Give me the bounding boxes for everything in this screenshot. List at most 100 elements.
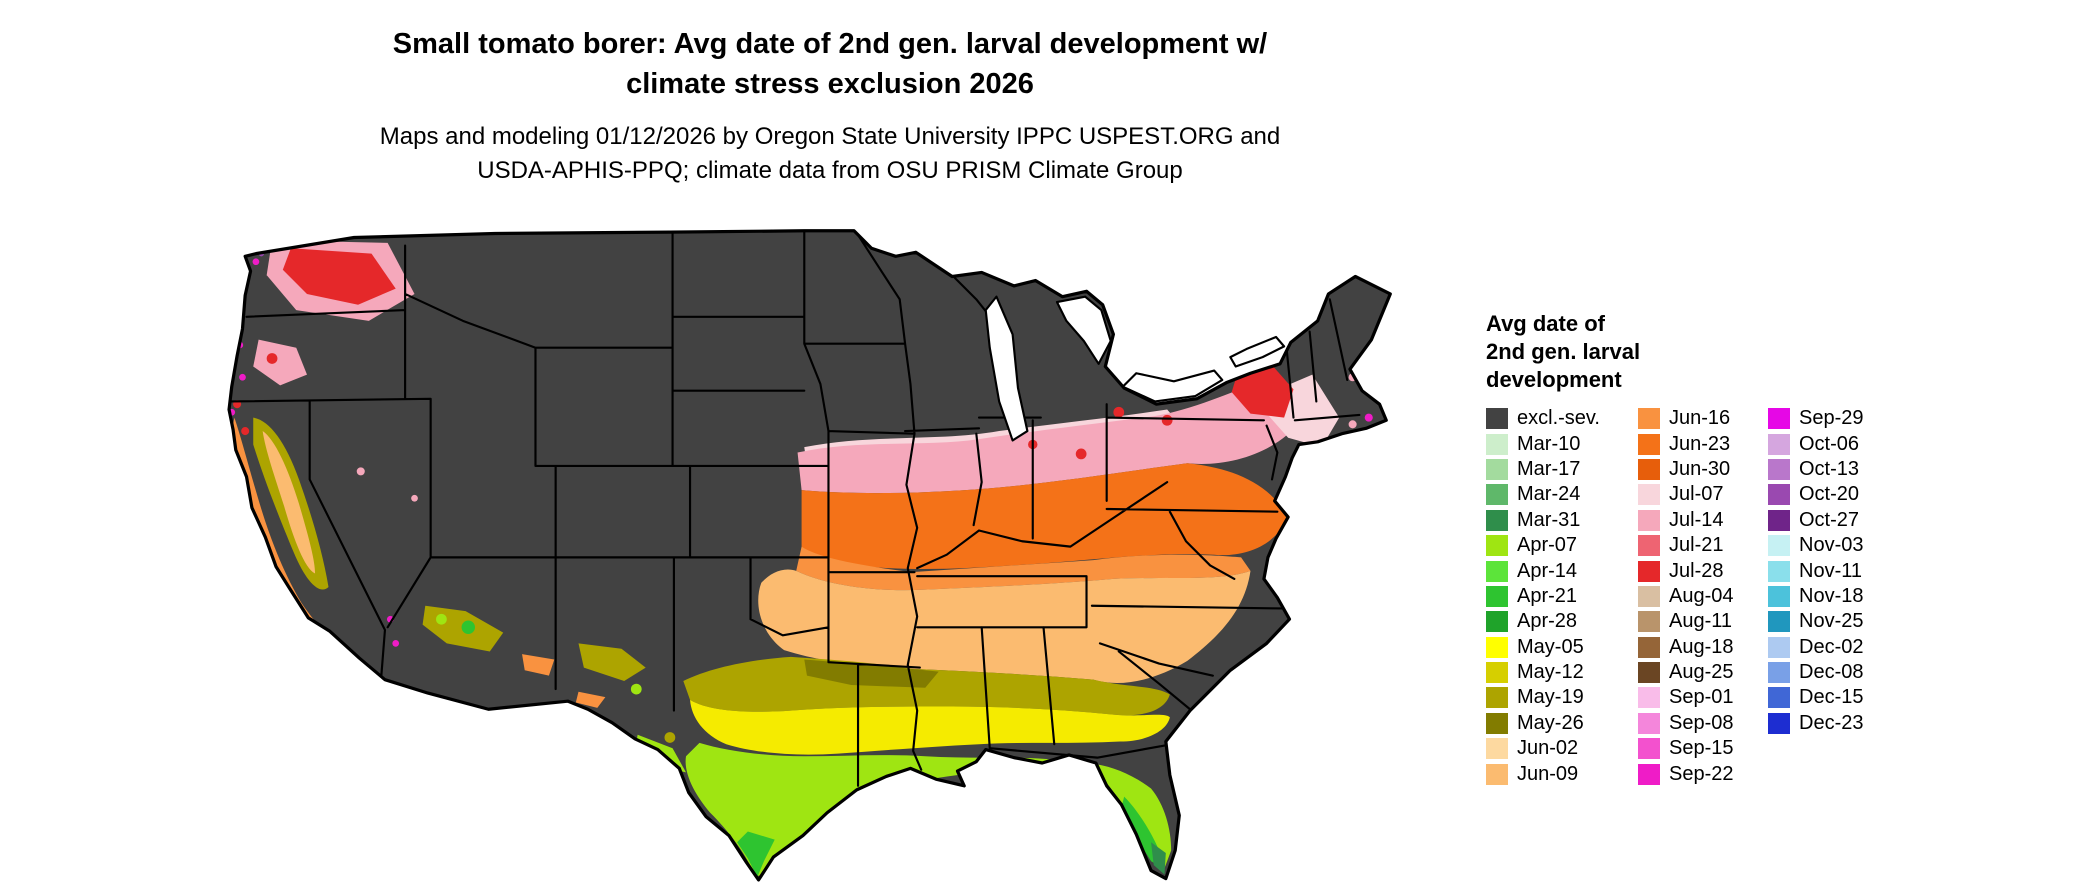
- legend-label: May-05: [1517, 635, 1584, 658]
- page-title: Small tomato borer: Avg date of 2nd gen.…: [190, 24, 1470, 104]
- legend-swatch: [1486, 611, 1508, 633]
- legend-label: Jun-02: [1517, 737, 1579, 760]
- legend-label: Apr-28: [1517, 610, 1578, 633]
- legend-entry: Dec-23: [1768, 711, 1918, 736]
- legend-swatch: [1768, 636, 1790, 658]
- legend-label: excl.-sev.: [1517, 407, 1600, 430]
- great-lakes: [984, 295, 1286, 442]
- legend-label: Nov-25: [1799, 610, 1864, 633]
- legend-label: Nov-03: [1799, 534, 1864, 557]
- subtitle-line-1: Maps and modeling 01/12/2026 by Oregon S…: [379, 123, 1281, 150]
- legend-label: Apr-21: [1517, 584, 1578, 607]
- legend-title-line-1: Avg date of: [1486, 311, 1605, 336]
- legend-swatch: [1768, 458, 1790, 480]
- legend-entry: Dec-08: [1768, 660, 1918, 685]
- legend-swatch: [1638, 662, 1660, 684]
- legend-entry: Sep-01: [1638, 685, 1768, 710]
- map-legend: Avg date of 2nd gen. larval development …: [1486, 310, 2076, 787]
- legend-swatch: [1486, 662, 1508, 684]
- title-line-1: Small tomato borer: Avg date of 2nd gen.…: [392, 28, 1268, 60]
- legend-label: Aug-18: [1669, 635, 1734, 658]
- map-color-band: [1151, 842, 1166, 875]
- legend-entry: Dec-02: [1768, 635, 1918, 660]
- legend-label: Mar-17: [1517, 457, 1581, 480]
- lake-ontario: [1229, 335, 1286, 368]
- legend-column-2: Jun-16 Jun-23 Jun-30 Jul-07 Jul-14 Jul-21 Jul-…: [1638, 406, 1768, 787]
- legend-entry: Jun-30: [1638, 457, 1768, 482]
- legend-swatch: [1486, 433, 1508, 455]
- legend-entry: Aug-04: [1638, 584, 1768, 609]
- legend-entry: Nov-18: [1768, 584, 1918, 609]
- legend-entry: Jul-28: [1638, 558, 1768, 583]
- legend-entry: Apr-28: [1486, 609, 1638, 634]
- legend-entry: Mar-10: [1486, 431, 1638, 456]
- lake-erie: [1121, 369, 1224, 403]
- legend-label: Oct-13: [1799, 457, 1860, 480]
- legend-label: Jun-16: [1669, 407, 1731, 430]
- legend-swatch: [1486, 738, 1508, 760]
- legend-column-1: excl.-sev. Mar-10 Mar-17 Mar-24 Mar-31 Apr-07…: [1486, 406, 1638, 787]
- map-color-band: [797, 379, 1302, 494]
- legend-entry: Apr-21: [1486, 584, 1638, 609]
- legend-swatch: [1638, 738, 1660, 760]
- legend-label: Jul-21: [1669, 534, 1724, 557]
- legend-label: Jun-09: [1517, 762, 1579, 785]
- legend-swatch: [1486, 687, 1508, 709]
- legend-swatch: [1768, 509, 1790, 531]
- legend-entry: Jun-16: [1638, 406, 1768, 431]
- legend-label: Sep-22: [1669, 762, 1734, 785]
- legend-label: Nov-18: [1799, 584, 1864, 607]
- map-color-band: [262, 431, 316, 574]
- legend-entry: Oct-06: [1768, 431, 1918, 456]
- legend-label: Mar-31: [1517, 508, 1581, 531]
- map-color-band: [282, 248, 396, 305]
- legend-label: Nov-11: [1799, 559, 1862, 582]
- map-fill-group: [229, 230, 1391, 880]
- legend-swatch: [1768, 585, 1790, 607]
- legend-label: Jun-23: [1669, 432, 1731, 455]
- legend-swatch: [1768, 687, 1790, 709]
- legend-entry: Mar-17: [1486, 457, 1638, 482]
- legend-swatch: [1638, 687, 1660, 709]
- legend-swatch: [1486, 636, 1508, 658]
- map-color-band: [253, 339, 307, 386]
- legend-label: Dec-23: [1799, 711, 1864, 734]
- legend-swatch: [1638, 535, 1660, 557]
- legend-swatch: [1638, 636, 1660, 658]
- legend-swatch: [1768, 433, 1790, 455]
- legend-swatch: [1768, 712, 1790, 734]
- us-map-svg: [227, 229, 1392, 882]
- legend-entry: Aug-25: [1638, 660, 1768, 685]
- legend-swatch: [1486, 458, 1508, 480]
- legend-swatch: [1486, 484, 1508, 506]
- legend-entry: Sep-29: [1768, 406, 1918, 431]
- legend-label: Oct-06: [1799, 432, 1860, 455]
- legend-swatch: [1486, 585, 1508, 607]
- legend-label: May-19: [1517, 686, 1584, 709]
- legend-entry: Mar-24: [1486, 482, 1638, 507]
- legend-entry: Oct-20: [1768, 482, 1918, 507]
- legend-entry: Sep-22: [1638, 761, 1768, 786]
- lake-huron: [1055, 295, 1112, 365]
- us-choropleth-map: [226, 216, 1396, 888]
- legend-title-line-3: development: [1486, 367, 1622, 392]
- legend-swatch: [1768, 408, 1790, 430]
- lake-michigan: [984, 295, 1029, 442]
- legend-label: Sep-29: [1799, 407, 1864, 430]
- legend-swatch: [1768, 611, 1790, 633]
- legend-label: May-12: [1517, 661, 1584, 684]
- legend-label: Jul-28: [1669, 559, 1724, 582]
- legend-entry: Aug-18: [1638, 635, 1768, 660]
- legend-swatch: [1486, 408, 1508, 430]
- legend-label: Dec-15: [1799, 686, 1864, 709]
- legend-swatch: [1486, 535, 1508, 557]
- legend-entry: May-26: [1486, 711, 1638, 736]
- legend-label: Aug-04: [1669, 584, 1734, 607]
- legend-swatch: [1638, 484, 1660, 506]
- legend-swatch: [1486, 763, 1508, 785]
- legend-swatch: [1638, 611, 1660, 633]
- legend-label: Sep-15: [1669, 737, 1734, 760]
- title-line-2: climate stress exclusion 2026: [626, 68, 1034, 100]
- map-color-band: [522, 654, 555, 676]
- legend-entry: Nov-11: [1768, 558, 1918, 583]
